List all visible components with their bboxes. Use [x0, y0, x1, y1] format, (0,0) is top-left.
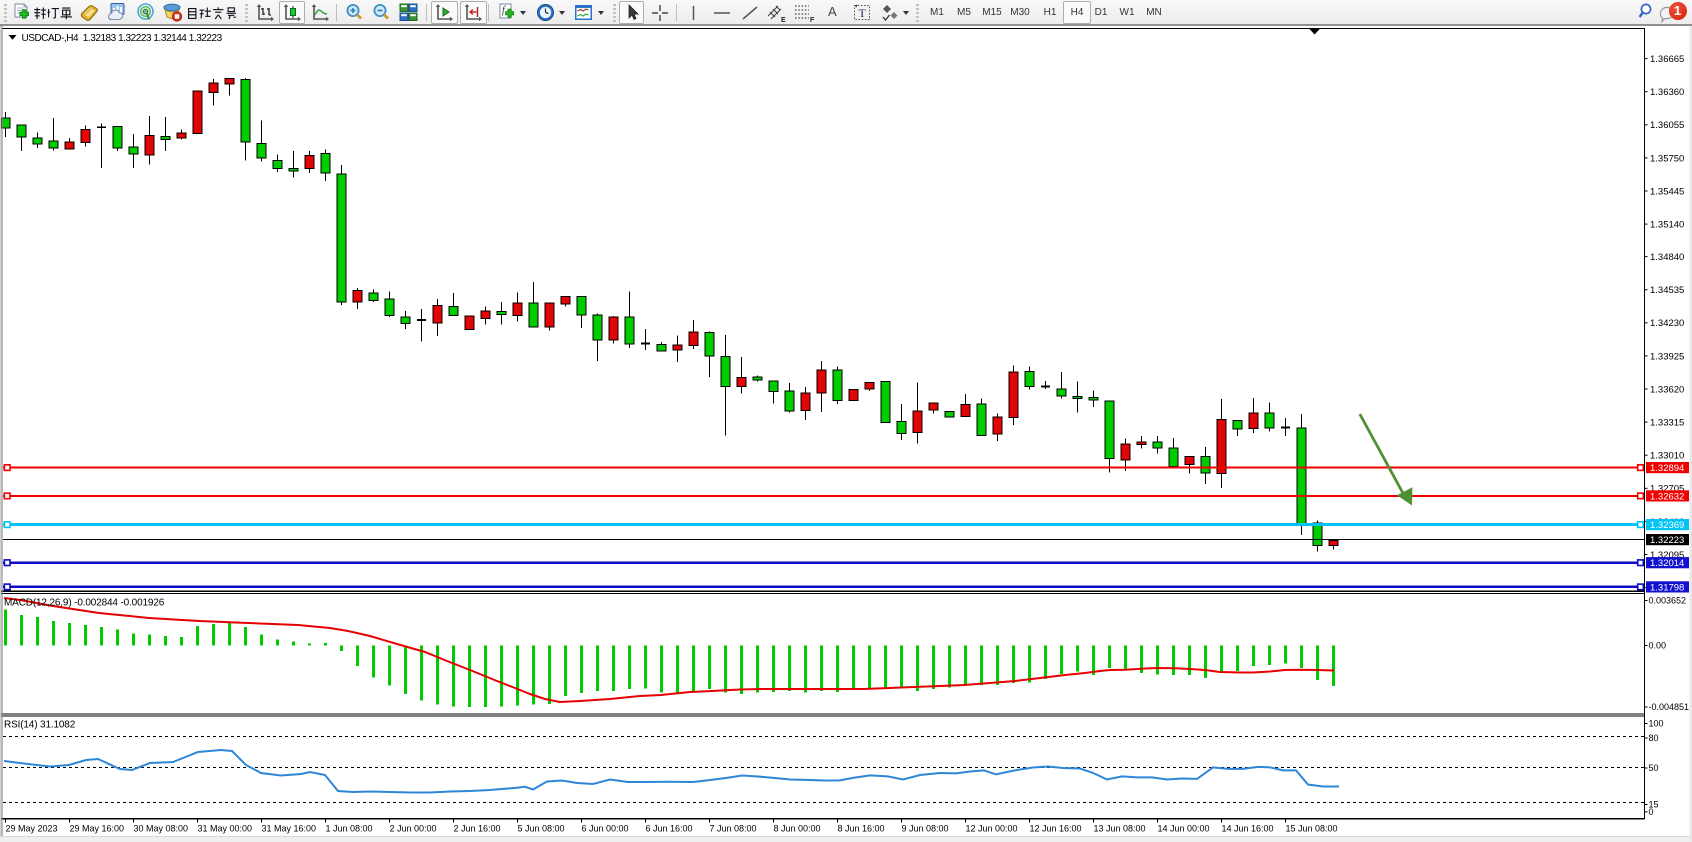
svg-text:6 Jun 00:00: 6 Jun 00:00 [582, 824, 629, 834]
svg-text:29 May 2023: 29 May 2023 [6, 824, 58, 834]
svg-text:14 Jun 16:00: 14 Jun 16:00 [1222, 824, 1274, 834]
svg-text:1.32894: 1.32894 [1650, 463, 1684, 474]
svg-text:50: 50 [1649, 763, 1659, 773]
svg-text:1.34230: 1.34230 [1650, 318, 1684, 329]
svg-text:USDCAD-,H4 1.32183 1.32223 1.: USDCAD-,H4 1.32183 1.32223 1.32144 1.322… [22, 33, 223, 44]
svg-text:29 May 16:00: 29 May 16:00 [70, 824, 125, 834]
svg-text:30 May 08:00: 30 May 08:00 [134, 824, 189, 834]
svg-text:1.32632: 1.32632 [1650, 491, 1684, 502]
svg-text:1.36665: 1.36665 [1650, 54, 1684, 65]
svg-text:1.32095: 1.32095 [1650, 550, 1684, 561]
svg-text:1.32705: 1.32705 [1650, 484, 1684, 495]
svg-text:7 Jun 08:00: 7 Jun 08:00 [710, 824, 757, 834]
svg-text:1.33620: 1.33620 [1650, 384, 1684, 395]
svg-text:T: T [859, 6, 867, 20]
svg-text:f: f [502, 5, 506, 16]
svg-text:12 Jun 16:00: 12 Jun 16:00 [1030, 824, 1082, 834]
svg-text:1.35445: 1.35445 [1650, 186, 1684, 197]
svg-text:2 Jun 16:00: 2 Jun 16:00 [454, 824, 501, 834]
svg-text:0: 0 [1649, 807, 1654, 817]
svg-text:RSI(14) 31.1082: RSI(14) 31.1082 [4, 720, 76, 731]
svg-text:-0.004851: -0.004851 [1649, 702, 1690, 712]
svg-text:6 Jun 16:00: 6 Jun 16:00 [646, 824, 693, 834]
svg-text:1.33925: 1.33925 [1650, 351, 1684, 362]
svg-text:9 Jun 08:00: 9 Jun 08:00 [902, 824, 949, 834]
svg-text:15: 15 [1649, 800, 1659, 810]
svg-text:E: E [781, 17, 786, 23]
svg-text:12 Jun 00:00: 12 Jun 00:00 [966, 824, 1018, 834]
svg-text:1.34535: 1.34535 [1650, 285, 1684, 296]
svg-text:14 Jun 00:00: 14 Jun 00:00 [1158, 824, 1210, 834]
svg-text:0.00: 0.00 [1649, 641, 1667, 651]
svg-text:1.33315: 1.33315 [1650, 418, 1684, 429]
svg-text:1.32014: 1.32014 [1650, 558, 1684, 569]
svg-text:1.31798: 1.31798 [1650, 582, 1684, 593]
svg-text:MACD(12,26,9) -0.002844 -0.001: MACD(12,26,9) -0.002844 -0.001926 [4, 598, 165, 609]
svg-text:80: 80 [1649, 733, 1659, 743]
svg-text:1.35140: 1.35140 [1650, 220, 1684, 231]
svg-text:31 May 00:00: 31 May 00:00 [198, 824, 253, 834]
svg-text:13 Jun 08:00: 13 Jun 08:00 [1094, 824, 1146, 834]
svg-text:1.32223: 1.32223 [1650, 535, 1684, 546]
svg-text:1.32369: 1.32369 [1650, 520, 1684, 531]
svg-text:2 Jun 00:00: 2 Jun 00:00 [390, 824, 437, 834]
svg-text:31 May 16:00: 31 May 16:00 [262, 824, 317, 834]
svg-text:F: F [810, 17, 815, 23]
svg-text:5 Jun 08:00: 5 Jun 08:00 [518, 824, 565, 834]
svg-text:100: 100 [1649, 719, 1664, 729]
svg-text:1.33010: 1.33010 [1650, 451, 1684, 462]
svg-text:1.36055: 1.36055 [1650, 120, 1684, 131]
svg-text:1.34840: 1.34840 [1650, 252, 1684, 263]
svg-text:8 Jun 16:00: 8 Jun 16:00 [838, 824, 885, 834]
svg-text:8 Jun 00:00: 8 Jun 00:00 [774, 824, 821, 834]
svg-text:1.35750: 1.35750 [1650, 153, 1684, 164]
svg-text:15 Jun 08:00: 15 Jun 08:00 [1286, 824, 1338, 834]
svg-text:0.003652: 0.003652 [1649, 596, 1687, 606]
svg-text:1 Jun 08:00: 1 Jun 08:00 [326, 824, 373, 834]
svg-text:1.36360: 1.36360 [1650, 87, 1684, 98]
